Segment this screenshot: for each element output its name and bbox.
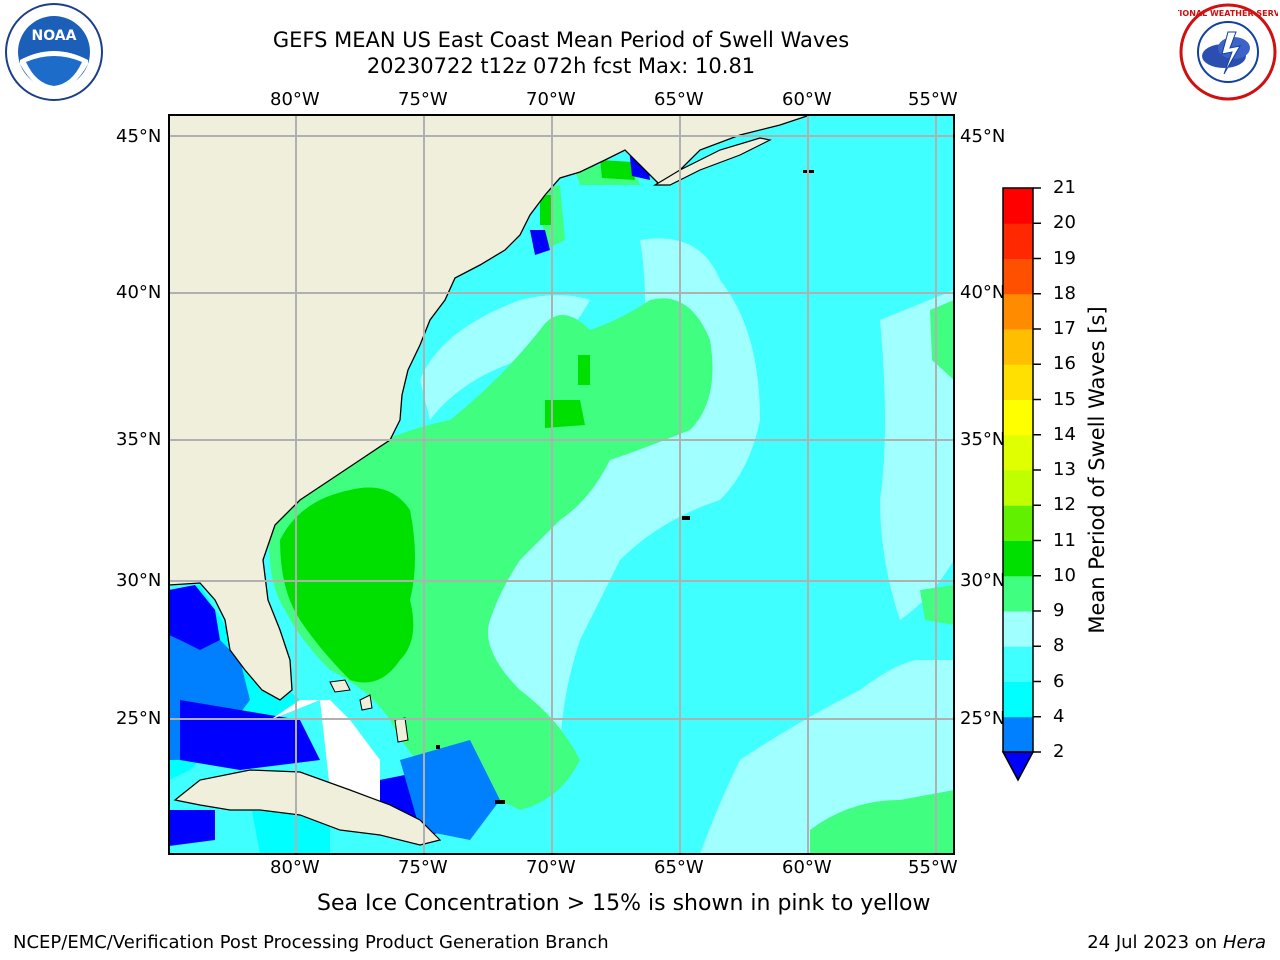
footer-credit: NCEP/EMC/Verification Post Processing Pr… bbox=[13, 932, 609, 953]
chart-subtitle: 20230722 t12z 072h fcst Max: 10.81 bbox=[366, 54, 756, 78]
colorbar-tick-label: 13 bbox=[1053, 459, 1076, 480]
colorbar-tick-label: 17 bbox=[1053, 318, 1076, 339]
footer-date: 24 Jul 2023 on Hera bbox=[1087, 932, 1266, 953]
colorbar-tick-label: 2 bbox=[1053, 741, 1065, 762]
colorbar-segment bbox=[1003, 399, 1033, 436]
lon-label-top: 75°W bbox=[398, 89, 448, 110]
colorbar-label: Mean Period of Swell Waves [s] bbox=[1085, 306, 1109, 634]
colorbar-segment bbox=[1003, 716, 1033, 753]
colorbar-tick-label: 8 bbox=[1053, 635, 1065, 657]
graticule bbox=[169, 115, 954, 854]
sea-ice-note: Sea Ice Concentration > 15% is shown in … bbox=[317, 891, 931, 916]
land-cuba bbox=[173, 769, 442, 846]
colorbar-segment bbox=[1003, 364, 1033, 400]
colorbar-tick-label: 20 bbox=[1053, 212, 1076, 234]
noaa-logo-text: NOAA bbox=[32, 28, 77, 44]
nws-logo-text: NATIONAL WEATHER SERVICE bbox=[1178, 9, 1278, 18]
colorbar-segment bbox=[1003, 223, 1033, 259]
colorbar-tick-label: 16 bbox=[1053, 353, 1076, 375]
swell-zone-below-2 bbox=[180, 700, 320, 770]
noaa-logo: NOAA bbox=[5, 3, 103, 101]
colorbar-tick-label: 4 bbox=[1053, 705, 1065, 727]
colorbar-tick-label: 21 bbox=[1053, 177, 1076, 198]
lat-label-left: 35°N bbox=[116, 429, 162, 450]
colorbar-segment bbox=[1003, 575, 1033, 612]
colorbar-segment bbox=[1003, 329, 1033, 365]
colorbar-segment bbox=[1003, 611, 1033, 647]
colorbar-segment bbox=[1003, 505, 1033, 541]
lat-label-right: 35°N bbox=[960, 429, 1006, 450]
colorbar-tick-label: 18 bbox=[1053, 282, 1076, 304]
lon-label-top: 60°W bbox=[782, 89, 832, 110]
swell-zone-below-2 bbox=[169, 585, 220, 650]
colorbar-tick-label: 10 bbox=[1053, 564, 1076, 586]
colorbar-segment bbox=[1003, 681, 1033, 718]
footer-host: Hera bbox=[1222, 932, 1266, 953]
colorbar-segment bbox=[1003, 258, 1033, 295]
colorbar-segment bbox=[1003, 646, 1033, 682]
colorbar-segment bbox=[1003, 470, 1033, 506]
map-frame bbox=[168, 114, 955, 855]
lat-label-right: 45°N bbox=[960, 126, 1006, 147]
lat-label-right: 25°N bbox=[960, 708, 1006, 729]
lon-label-top: 70°W bbox=[526, 89, 576, 110]
swell-zone-below-2 bbox=[169, 810, 215, 846]
lon-label-bottom: 65°W bbox=[654, 857, 704, 878]
island bbox=[329, 679, 351, 693]
colorbar-under-triangle bbox=[1001, 751, 1035, 782]
lat-label-left: 45°N bbox=[116, 126, 162, 147]
lon-label-bottom: 70°W bbox=[526, 857, 576, 878]
land-north-america bbox=[169, 115, 811, 701]
lon-label-bottom: 80°W bbox=[270, 857, 320, 878]
lon-label-top: 80°W bbox=[270, 89, 320, 110]
colorbar-frame bbox=[1002, 187, 1034, 753]
colorbar-segment bbox=[1003, 540, 1033, 577]
colorbar-tick-label: 19 bbox=[1053, 247, 1076, 269]
swell-zone-below-2 bbox=[530, 230, 550, 255]
lat-label-right: 40°N bbox=[960, 282, 1006, 303]
lat-label-right: 30°N bbox=[960, 570, 1006, 591]
colorbar-tick-label: 12 bbox=[1053, 494, 1076, 516]
island bbox=[682, 516, 690, 520]
chart-title: GEFS MEAN US East Coast Mean Period of S… bbox=[272, 28, 850, 52]
nws-logo: NATIONAL WEATHER SERVICE bbox=[1178, 3, 1278, 101]
footer-date-text: 24 Jul 2023 on bbox=[1087, 932, 1223, 953]
lat-label-left: 30°N bbox=[116, 570, 162, 591]
colorbar-tick-label: 11 bbox=[1053, 529, 1076, 551]
lon-label-top: 65°W bbox=[654, 89, 704, 110]
swell-zone-10-11 bbox=[280, 487, 415, 683]
colorbar bbox=[1003, 187, 1041, 753]
colorbar-tick-label: 15 bbox=[1053, 388, 1076, 410]
lon-label-top: 55°W bbox=[908, 89, 958, 110]
colorbar-tick-label: 9 bbox=[1053, 600, 1065, 621]
colorbar-segment bbox=[1003, 188, 1033, 224]
lon-label-bottom: 55°W bbox=[908, 857, 958, 878]
no-data-region bbox=[270, 700, 380, 800]
swell-zone-10-11 bbox=[545, 400, 585, 428]
colorbar-tick-label: 6 bbox=[1053, 670, 1065, 692]
colorbar-segment bbox=[1003, 434, 1033, 471]
lon-label-bottom: 60°W bbox=[782, 857, 832, 878]
island bbox=[495, 800, 505, 804]
lon-label-bottom: 75°W bbox=[398, 857, 448, 878]
colorbar-tick-label: 14 bbox=[1053, 423, 1076, 445]
swell-zone-10-11 bbox=[540, 195, 552, 225]
swell-zone-10-11 bbox=[578, 355, 590, 385]
swell-zone-9-10 bbox=[810, 790, 954, 854]
island bbox=[359, 694, 373, 711]
lat-label-left: 40°N bbox=[116, 282, 162, 303]
colorbar-segment bbox=[1003, 293, 1033, 330]
swell-zone-9-10 bbox=[269, 298, 713, 810]
lat-label-left: 25°N bbox=[116, 708, 162, 729]
island bbox=[436, 745, 440, 749]
swell-zone-10-11 bbox=[600, 160, 635, 180]
